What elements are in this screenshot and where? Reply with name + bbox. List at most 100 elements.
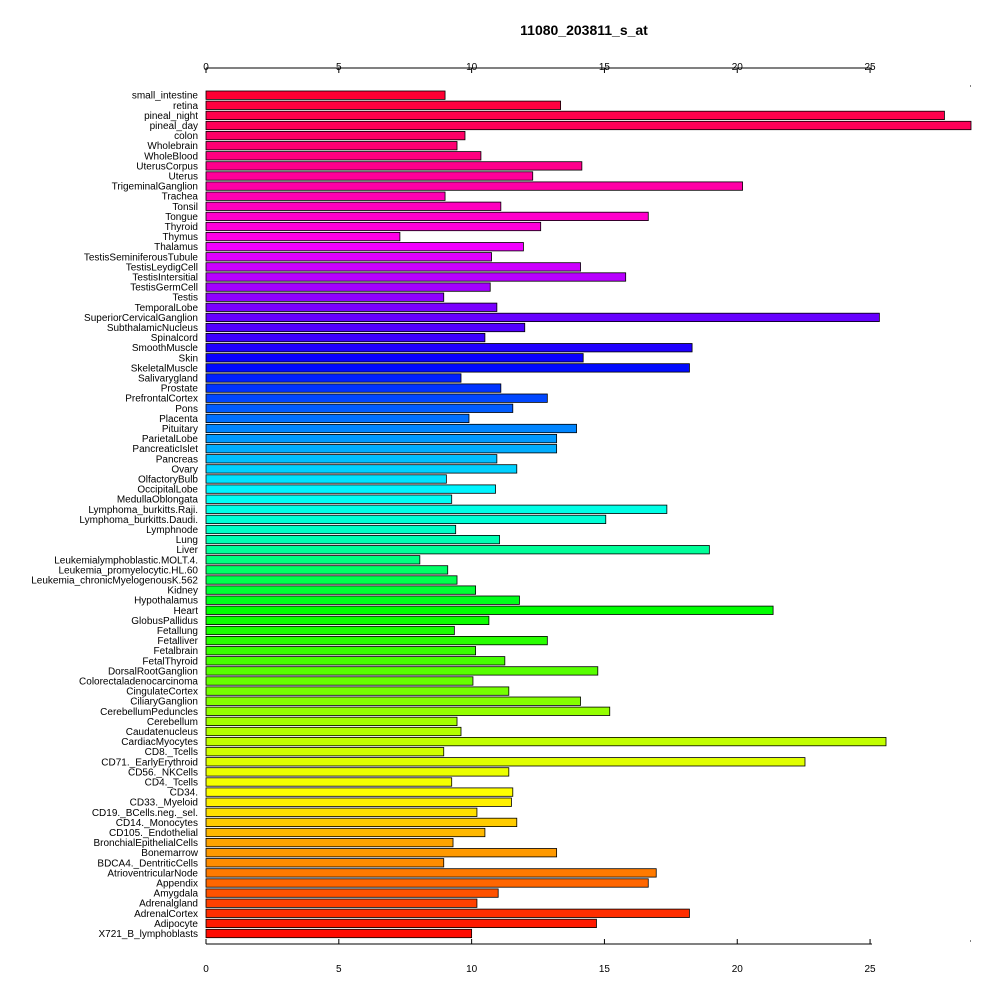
- bar: [205, 716, 458, 727]
- bar: [205, 878, 649, 888]
- bar: [205, 171, 534, 181]
- bar: [205, 777, 453, 787]
- bar: [205, 676, 474, 686]
- category-label: CD4._Tcells: [145, 778, 198, 789]
- bar: [205, 312, 880, 323]
- category-label: TestisGermCell: [130, 283, 198, 294]
- bar: [205, 787, 514, 797]
- category-label: Tonsil: [172, 202, 198, 213]
- bar: [205, 272, 627, 282]
- bar: [205, 252, 492, 262]
- category-label: Kidney: [167, 586, 198, 597]
- category-label: PancreaticIslet: [132, 444, 198, 455]
- bar: [205, 575, 458, 585]
- bar: [205, 433, 558, 444]
- bar: [205, 363, 690, 373]
- bar: [205, 242, 524, 252]
- category-label: FetalThyroid: [142, 656, 198, 667]
- bar: [205, 918, 597, 929]
- category-label: Lymphnode: [146, 525, 198, 536]
- bar: [205, 413, 470, 424]
- category-label: retina: [173, 101, 198, 112]
- category-label: MedullaOblongata: [117, 495, 199, 506]
- category-label: small_intestine: [132, 91, 199, 102]
- bar: [205, 565, 449, 575]
- category-label: Fetalbrain: [154, 646, 198, 657]
- category-label: CD19._BCells.neg._sel.: [92, 808, 198, 819]
- bar: [205, 636, 548, 646]
- category-label: CD105._Endothelial: [109, 828, 198, 839]
- bar: [205, 504, 668, 514]
- category-label: OlfactoryBulb: [138, 475, 198, 486]
- bar: [205, 191, 446, 201]
- bar: [205, 858, 445, 868]
- bar: [205, 141, 458, 151]
- bar: [205, 524, 457, 535]
- category-label: Lymphoma_burkitts.Raji.: [88, 505, 198, 516]
- bar: [205, 332, 486, 343]
- category-label: WholeBlood: [144, 151, 198, 162]
- category-label: Leukemia_promyelocytic.HL.60: [58, 565, 198, 576]
- bar: [205, 898, 478, 908]
- category-label: CD71._EarlyErythroid: [101, 757, 198, 768]
- category-label: Skin: [179, 353, 198, 364]
- category-label: BDCA4._DentriticCells: [97, 858, 198, 869]
- category-label: SubthalamicNucleus: [107, 323, 198, 334]
- category-label: Cerebellum: [147, 717, 198, 728]
- chart-title: 11080_203811_s_at: [520, 22, 648, 38]
- bar: [205, 797, 512, 807]
- category-label: Wholebrain: [147, 141, 198, 152]
- bar: [205, 322, 526, 333]
- top-tick-label: 5: [336, 62, 342, 73]
- category-label: TemporalLobe: [135, 303, 199, 314]
- bar: [205, 120, 972, 131]
- category-label: CingulateCortex: [126, 687, 198, 698]
- bar: [205, 464, 518, 474]
- bar: [205, 151, 482, 161]
- bar: [205, 302, 498, 312]
- category-label: SmoothMuscle: [132, 343, 199, 354]
- category-label: Caudatenucleus: [126, 727, 198, 738]
- bar: [205, 403, 514, 413]
- category-label: pineal_day: [150, 121, 198, 132]
- category-label: Lymphoma_burkitts.Daudi.: [79, 515, 198, 526]
- category-label: CD34.: [170, 788, 198, 799]
- category-label: Lung: [176, 535, 198, 546]
- category-labels-group: small_intestineretinapineal_nightpineal_…: [31, 91, 199, 940]
- category-label: Placenta: [159, 414, 198, 425]
- bar: [205, 726, 462, 737]
- bar: [205, 221, 542, 232]
- category-label: Colorectaladenocarcinoma: [79, 677, 198, 688]
- bar: [205, 110, 945, 120]
- category-label: Trachea: [162, 192, 199, 203]
- bottom-tick-label: 20: [732, 964, 744, 975]
- bar: [205, 827, 486, 838]
- category-label: Amygdala: [154, 889, 199, 900]
- category-label: Fetalliver: [157, 636, 198, 647]
- category-label: AtrioventricularNode: [107, 868, 198, 879]
- bar: [205, 888, 499, 898]
- bar: [205, 161, 583, 171]
- bar: [205, 292, 445, 302]
- top-tick-label: 10: [466, 62, 478, 73]
- bar: [205, 838, 454, 848]
- chart-axes: 0 0 5 5 10 10 15 15 20 20 25 25: [203, 62, 971, 975]
- bar: [205, 656, 506, 666]
- bar: [205, 383, 502, 393]
- bar: [205, 494, 453, 504]
- category-label: Prostate: [161, 384, 199, 395]
- bar: [205, 767, 510, 777]
- category-label: DorsalRootGanglion: [108, 666, 198, 677]
- category-label: CD14._Monocytes: [116, 818, 198, 829]
- category-label: Testis: [172, 293, 198, 304]
- category-label: Adipocyte: [154, 919, 198, 930]
- category-label: Ovary: [171, 464, 198, 475]
- category-label: CiliaryGanglion: [130, 697, 198, 708]
- category-label: AdrenalCortex: [134, 909, 198, 920]
- bar: [205, 181, 743, 191]
- bar: [205, 454, 498, 464]
- category-label: pineal_night: [144, 111, 198, 122]
- bar: [205, 848, 558, 858]
- category-label: TestisSeminiferousTubule: [84, 252, 199, 263]
